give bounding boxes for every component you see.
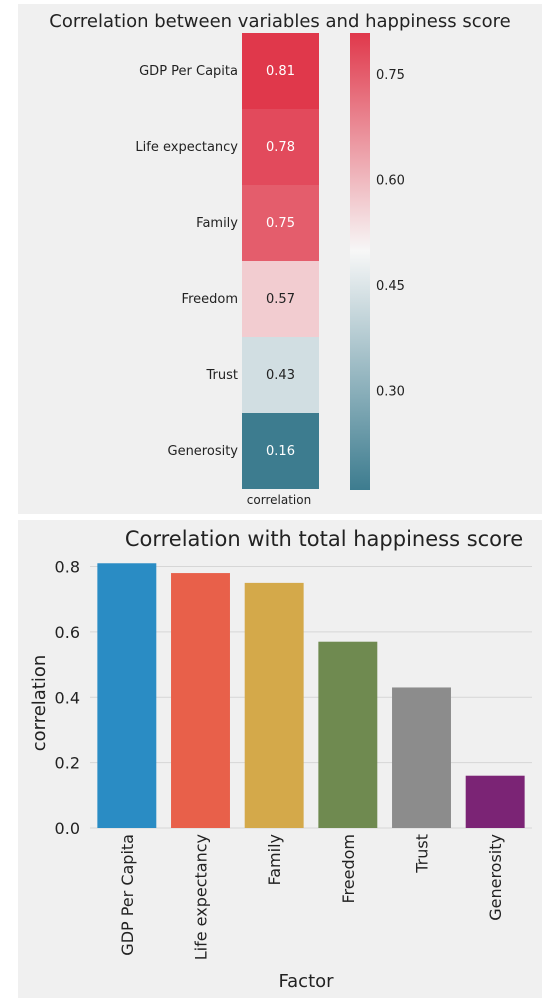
heatmap-value-label-gdp-per-capita: 0.81 — [266, 64, 295, 79]
heatmap-cell-gdp-per-capita — [242, 33, 319, 109]
bar-life-expectancy — [171, 573, 230, 828]
x-tick-label-freedom: Freedom — [339, 834, 358, 903]
bar-family — [244, 582, 304, 828]
heatmap-value-label-freedom: 0.57 — [266, 292, 295, 307]
heatmap-row-label-family: Family — [196, 216, 238, 231]
y-tick-label: 0.2 — [55, 754, 80, 773]
heatmap-value-label-family: 0.75 — [266, 216, 295, 231]
heatmap-row-label-trust: Trust — [206, 368, 238, 383]
heatmap-row-label-freedom: Freedom — [182, 292, 238, 307]
heatmap-panel: Correlation between variables and happin… — [18, 4, 542, 514]
y-tick-label: 0.4 — [55, 688, 80, 707]
heatmap-column-label: correlation — [247, 493, 311, 507]
x-tick-label-gdp-per-capita: GDP Per Capita — [118, 834, 137, 956]
bar-generosity — [465, 775, 525, 828]
heatmap-row-label-life-expectancy: Life expectancy — [135, 140, 238, 155]
heatmap-row-label-gdp-per-capita: GDP Per Capita — [139, 64, 238, 79]
heatmap-cell-freedom — [242, 261, 319, 337]
bar-trust — [392, 687, 451, 828]
x-tick-label-life-expectancy: Life expectancy — [192, 834, 211, 960]
heatmap-value-label-trust: 0.43 — [266, 368, 295, 383]
heatmap-chart: Correlation between variables and happin… — [49, 11, 510, 507]
heatmap-title: Correlation between variables and happin… — [49, 11, 510, 32]
y-axis-label: correlation — [29, 655, 50, 752]
colorbar-tick-label: 0.30 — [376, 385, 405, 400]
heatmap-cell-life-expectancy — [242, 109, 319, 185]
colorbar-tick-label: 0.60 — [376, 174, 405, 189]
heatmap-value-label-life-expectancy: 0.78 — [266, 140, 295, 155]
bar-freedom — [318, 641, 378, 828]
heatmap-row-label-generosity: Generosity — [168, 444, 239, 459]
bar-panel: Correlation with total happiness score 0… — [18, 520, 542, 998]
colorbar-tick-label: 0.45 — [376, 279, 405, 294]
x-tick-label-family: Family — [265, 834, 284, 885]
y-tick-label: 0.6 — [55, 623, 80, 642]
colorbar — [350, 33, 370, 490]
heatmap-cell-generosity — [242, 413, 319, 489]
bar-gdp-per-capita — [97, 563, 157, 828]
y-tick-label: 0.0 — [55, 819, 80, 838]
heatmap-value-label-generosity: 0.16 — [266, 444, 295, 459]
heatmap-cell-trust — [242, 337, 319, 413]
y-tick-label: 0.8 — [55, 558, 80, 577]
colorbar-tick-label: 0.75 — [376, 68, 405, 83]
heatmap-cell-family — [242, 185, 319, 261]
x-tick-label-trust: Trust — [413, 834, 432, 874]
bar-chart-title: Correlation with total happiness score — [125, 527, 523, 551]
bar-chart: Correlation with total happiness score 0… — [29, 527, 532, 992]
x-axis-label: Factor — [278, 971, 334, 992]
x-tick-label-generosity: Generosity — [486, 834, 505, 921]
